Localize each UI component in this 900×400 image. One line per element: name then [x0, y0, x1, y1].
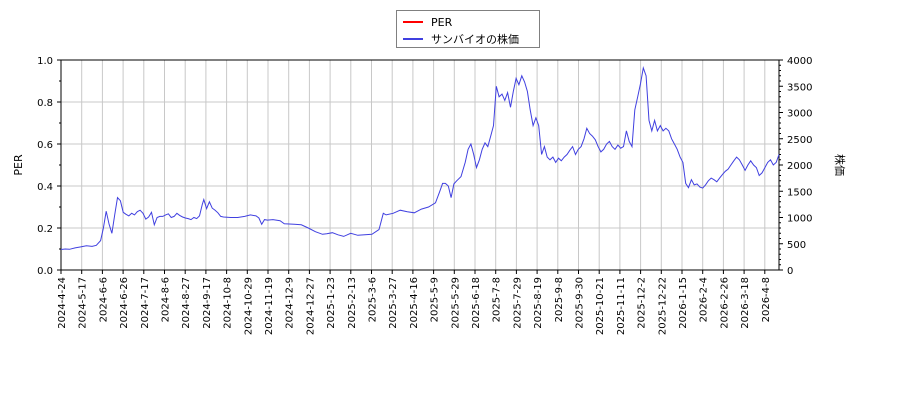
- x-tick-label: 2024-9-17: [202, 277, 213, 329]
- left-tick-label: 0.2: [37, 224, 53, 235]
- legend-item-price: サンバイオの株価: [403, 31, 519, 47]
- x-tick-label: 2026-3-18: [740, 277, 751, 329]
- chart-legend: PER サンバイオの株価: [396, 10, 540, 48]
- x-tick-label: 2025-3-6: [368, 277, 379, 322]
- x-tick-label: 2025-2-13: [347, 277, 358, 329]
- x-tick-label: 2025-8-19: [533, 277, 544, 329]
- x-tick-label: 2025-12-2: [637, 277, 648, 329]
- x-tick-label: 2025-5-29: [450, 277, 461, 329]
- legend-swatch-price: [403, 38, 423, 40]
- legend-label-price: サンバイオの株価: [431, 33, 519, 46]
- x-tick-label: 2024-8-27: [181, 277, 192, 329]
- price-series-line: [60, 65, 780, 250]
- x-tick-label: 2025-4-16: [409, 277, 420, 329]
- x-tick-label: 2024-6-26: [119, 277, 130, 329]
- left-tick-label: 0.0: [37, 266, 53, 277]
- x-tick-label: 2026-4-8: [761, 277, 772, 322]
- right-tick-label: 4000: [787, 56, 812, 67]
- x-tick-label: 2024-11-19: [264, 277, 275, 335]
- right-tick-label: 2000: [787, 161, 812, 172]
- x-tick-label: 2024-5-17: [78, 277, 89, 329]
- x-tick-label: 2024-12-9: [285, 277, 296, 329]
- left-tick-label: 1.0: [37, 56, 53, 67]
- x-tick-label: 2025-9-8: [554, 277, 565, 322]
- left-tick-label: 0.8: [37, 98, 53, 109]
- x-tick-label: 2025-3-27: [388, 277, 399, 329]
- x-axis: 2024-4-24 2024-5-17 2024-6-6 2024-6-26 2024-…: [57, 270, 772, 335]
- x-tick-label: 2025-1-23: [326, 277, 337, 329]
- x-tick-label: 2025-12-22: [657, 277, 668, 335]
- left-tick-label: 0.6: [37, 140, 53, 151]
- plot-frame: [60, 59, 780, 271]
- x-tick-label: 2025-5-9: [430, 277, 441, 322]
- left-axis-title: PER: [12, 154, 25, 176]
- x-tick-label: 2025-9-30: [575, 277, 586, 329]
- left-tick-label: 0.4: [37, 182, 53, 193]
- legend-label-per: PER: [431, 15, 453, 29]
- right-tick-label: 3500: [787, 82, 812, 93]
- legend-swatch-per: [403, 21, 423, 23]
- right-tick-label: 3000: [787, 109, 812, 120]
- right-y-axis: 0 500 1000 1500 2000 2500 3000 3500 4000: [779, 56, 812, 277]
- right-axis-title: 株価: [833, 154, 847, 176]
- x-tick-label: 2026-2-4: [699, 277, 710, 322]
- right-tick-label: 2500: [787, 135, 812, 146]
- x-tick-label: 2026-2-26: [719, 277, 730, 329]
- right-tick-label: 1000: [787, 214, 812, 225]
- x-tick-label: 2024-10-8: [223, 277, 234, 329]
- right-tick-label: 0: [787, 266, 793, 277]
- right-tick-label: 500: [787, 240, 806, 251]
- x-tick-label: 2024-10-29: [243, 277, 254, 335]
- x-tick-label: 2025-11-11: [616, 277, 627, 335]
- right-tick-label: 1500: [787, 187, 812, 198]
- x-tick-label: 2024-4-24: [57, 277, 68, 329]
- gridlines: [61, 60, 779, 270]
- x-tick-label: 2025-7-8: [492, 277, 503, 322]
- x-tick-label: 2025-10-21: [595, 277, 606, 335]
- x-tick-label: 2024-8-6: [161, 277, 172, 322]
- x-tick-label: 2026-1-15: [678, 277, 689, 329]
- x-tick-label: 2024-6-6: [98, 277, 109, 322]
- legend-item-per: PER: [403, 14, 452, 30]
- x-tick-label: 2025-6-18: [471, 277, 482, 329]
- x-tick-label: 2024-12-27: [305, 277, 316, 335]
- x-tick-label: 2024-7-17: [140, 277, 151, 329]
- left-y-axis: 0.0 0.2 0.4 0.6 0.8 1.0: [37, 56, 61, 277]
- x-tick-label: 2025-7-29: [512, 277, 523, 329]
